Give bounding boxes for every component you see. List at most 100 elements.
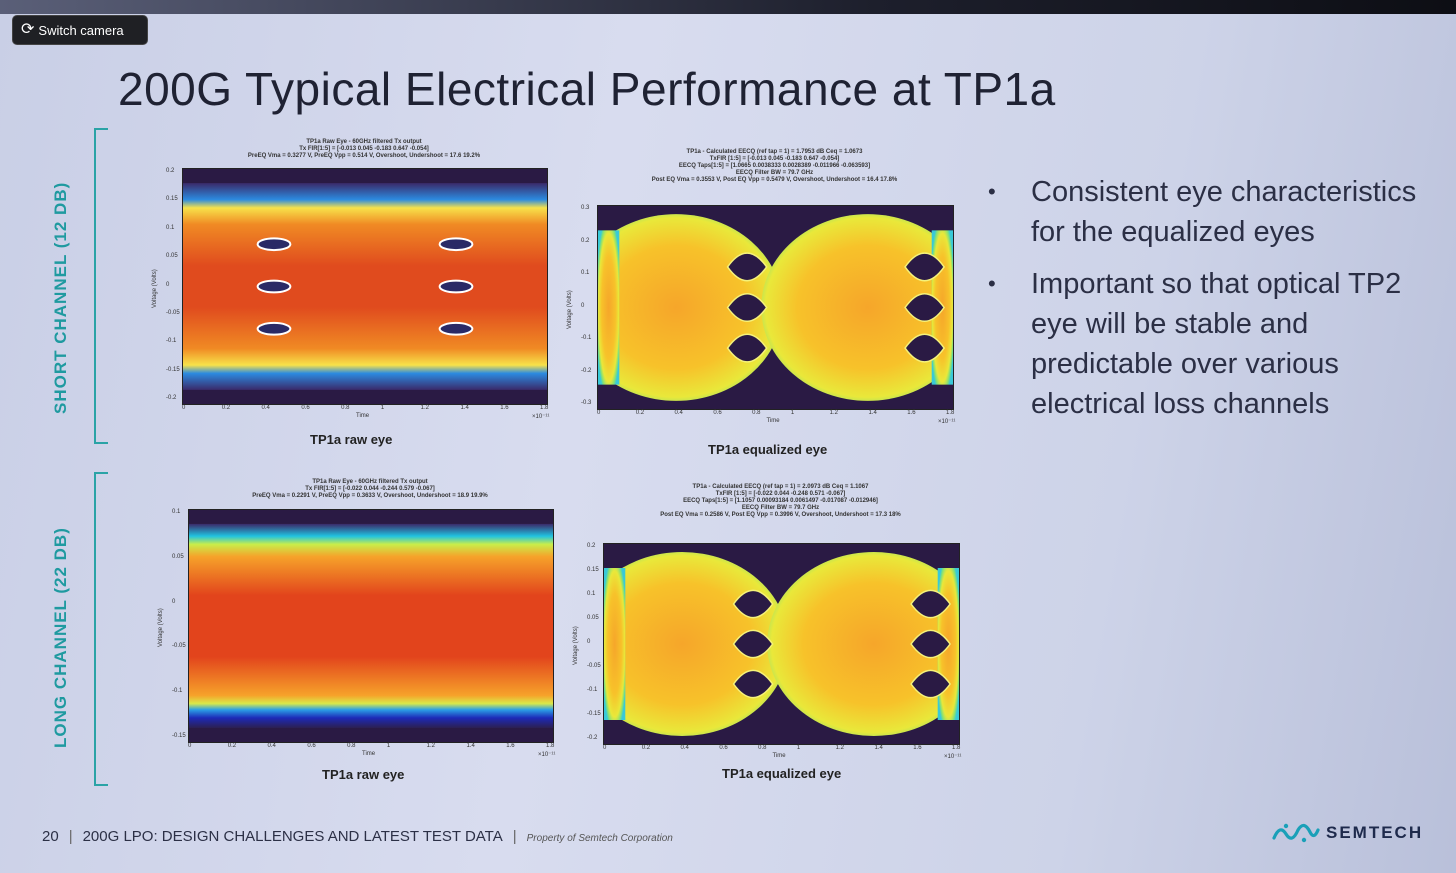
y-tick-label: 0.2 bbox=[581, 237, 590, 244]
eye-diagram bbox=[188, 509, 554, 743]
footer: 20 | 200G LPO: DESIGN CHALLENGES AND LATES… bbox=[42, 828, 673, 845]
y-tick-label: 0 bbox=[166, 281, 170, 288]
x-tick-label: 0 bbox=[182, 405, 186, 411]
y-tick-label: 0.05 bbox=[587, 615, 599, 621]
y-tick-label: -0.2 bbox=[581, 367, 592, 374]
x-tick-label: 1.6 bbox=[913, 745, 922, 751]
eye-opening bbox=[438, 279, 474, 294]
x-axis-label: Time bbox=[362, 751, 376, 757]
bullet-list: • Consistent eye characteristics for the… bbox=[988, 172, 1443, 436]
eye-opening bbox=[732, 669, 774, 699]
plot-title: TP1a Raw Eye - 60GHz filtered Tx output T… bbox=[182, 139, 546, 160]
x-tick-label: 1.2 bbox=[829, 410, 838, 416]
bullet-text: Consistent eye characteristics for the e… bbox=[1031, 176, 1417, 248]
slide-title: 200G Typical Electrical Performance at T… bbox=[118, 63, 1056, 115]
x-axis-label: Time bbox=[766, 418, 780, 424]
y-tick-label: 0.1 bbox=[581, 270, 590, 276]
y-axis-label: Voltage (Volts) bbox=[158, 608, 164, 647]
short-channel-label: SHORT CHANNEL (12 DB) bbox=[51, 181, 70, 414]
long-channel-bracket bbox=[94, 472, 108, 786]
x-axis-label: Time bbox=[356, 413, 370, 419]
plot-title-line: EECQ Filter BW = 79.7 GHz bbox=[741, 505, 820, 511]
eye-envelope bbox=[189, 523, 553, 729]
eye-opening bbox=[726, 333, 768, 363]
eye-opening bbox=[904, 292, 946, 323]
footer-divider: | bbox=[68, 828, 73, 845]
plot-title-line: TP1a Raw Eye - 60GHz filtered Tx output bbox=[312, 479, 428, 485]
plot-title-line: PreEQ Vma = 0.2291 V, PreEQ Vpp = 0.3633… bbox=[252, 493, 488, 499]
x-tick-label: 1 bbox=[790, 410, 795, 416]
x-tick-label: 1.8 bbox=[540, 405, 549, 411]
x-axis-exponent: ×10⁻¹¹ bbox=[944, 754, 962, 760]
y-tick-label: -0.2 bbox=[166, 395, 177, 401]
eye-opening bbox=[732, 589, 774, 619]
switch-camera-button[interactable]: ⟳ Switch camera bbox=[12, 15, 148, 45]
plot-title-line: TxFIR [1:5] = [-0.013 0.045 -0.183 0.647… bbox=[709, 156, 840, 162]
semtech-logo-icon bbox=[1272, 823, 1320, 843]
y-axis-label: Voltage (Volts) bbox=[567, 289, 573, 329]
y-tick-label: -0.15 bbox=[166, 366, 180, 373]
x-tick-label: 0.6 bbox=[307, 743, 316, 749]
eye-lobe bbox=[767, 552, 959, 736]
x-axis-label: Time bbox=[772, 753, 786, 759]
bullet-dot-icon: • bbox=[988, 271, 996, 296]
x-tick-label: 0.8 bbox=[752, 410, 761, 416]
y-axis-label: Voltage (Volts) bbox=[152, 268, 158, 308]
y-tick-label: 0.15 bbox=[587, 567, 599, 573]
x-tick-label: 1 bbox=[380, 405, 385, 411]
x-tick-label: 0.4 bbox=[674, 410, 683, 416]
page-number: 20 bbox=[42, 828, 59, 845]
eye-opening bbox=[726, 292, 768, 323]
y-tick-label: 0 bbox=[172, 598, 176, 605]
y-tick-label: 0.15 bbox=[166, 196, 178, 203]
x-tick-label: 0.2 bbox=[635, 410, 645, 416]
x-tick-label: 1 bbox=[386, 743, 391, 749]
y-tick-label: -0.1 bbox=[581, 335, 592, 341]
plot-title-line: TP1a - Calculated EECQ (ref tap = 1) = 1… bbox=[686, 149, 863, 155]
plot-title-line: Post EQ Vma = 0.3553 V, Post EQ Vpp = 0.… bbox=[651, 177, 898, 183]
x-tick-label: 0.2 bbox=[227, 743, 237, 749]
x-tick-label: 0.2 bbox=[221, 405, 231, 411]
y-tick-label: -0.05 bbox=[172, 643, 186, 650]
y-tick-label: 0 bbox=[581, 302, 585, 309]
x-tick-label: 0.2 bbox=[641, 745, 651, 751]
y-tick-label: -0.05 bbox=[587, 663, 601, 669]
plot-title: TP1a - Calculated EECQ (ref tap = 1) = 2… bbox=[603, 484, 958, 519]
plot-title-line: EECQ Taps[1:5] = [1.0665 0.0038333 0.002… bbox=[678, 163, 871, 169]
plot-title-line: EECQ Filter BW = 79.7 GHz bbox=[735, 170, 814, 176]
eye-diagram bbox=[182, 168, 548, 405]
y-tick-label: 0.2 bbox=[166, 168, 175, 174]
y-tick-label: -0.2 bbox=[587, 735, 598, 741]
logo-text: SEMTECH bbox=[1326, 823, 1424, 842]
plot-title-line: PreEQ Vma = 0.3277 V, PreEQ Vpp = 0.514 … bbox=[247, 153, 481, 159]
plot-caption: TP1a equalized eye bbox=[708, 442, 828, 457]
x-tick-label: 0.6 bbox=[301, 405, 310, 411]
x-tick-label: 0.4 bbox=[261, 405, 270, 411]
plot-title-line: Tx FIR[1:5] = [-0.013 0.045 -0.183 0.647… bbox=[299, 146, 429, 152]
x-tick-label: 1.8 bbox=[946, 410, 955, 416]
semtech-logo: SEMTECH bbox=[1272, 822, 1423, 844]
x-tick-label: 1.4 bbox=[466, 743, 475, 749]
eye-opening bbox=[438, 321, 474, 336]
eye-envelope bbox=[183, 183, 547, 390]
plot-title: TP1a - Calculated EECQ (ref tap = 1) = 1… bbox=[597, 149, 952, 184]
y-tick-label: -0.05 bbox=[166, 309, 180, 316]
eye-opening bbox=[438, 237, 474, 252]
eye-opening bbox=[910, 669, 952, 699]
plot-caption: TP1a equalized eye bbox=[722, 766, 842, 781]
footer-divider: | bbox=[512, 828, 517, 845]
x-tick-label: 1.2 bbox=[426, 743, 435, 749]
x-tick-label: 1.6 bbox=[506, 743, 515, 749]
plot-caption: TP1a raw eye bbox=[310, 432, 393, 447]
y-tick-label: 0.1 bbox=[172, 509, 181, 515]
x-tick-label: 1 bbox=[796, 745, 801, 751]
eye-opening bbox=[256, 279, 292, 294]
plot-caption: TP1a raw eye bbox=[322, 767, 405, 782]
eye-lobe bbox=[761, 214, 953, 401]
x-tick-label: 1.4 bbox=[868, 410, 877, 416]
y-tick-label: -0.3 bbox=[581, 400, 592, 406]
eye-opening bbox=[910, 629, 952, 659]
x-tick-label: 0.8 bbox=[758, 745, 767, 751]
y-tick-label: -0.1 bbox=[172, 688, 183, 695]
plot-title-line: Post EQ Vma = 0.2586 V, Post EQ Vpp = 0.… bbox=[660, 512, 901, 518]
